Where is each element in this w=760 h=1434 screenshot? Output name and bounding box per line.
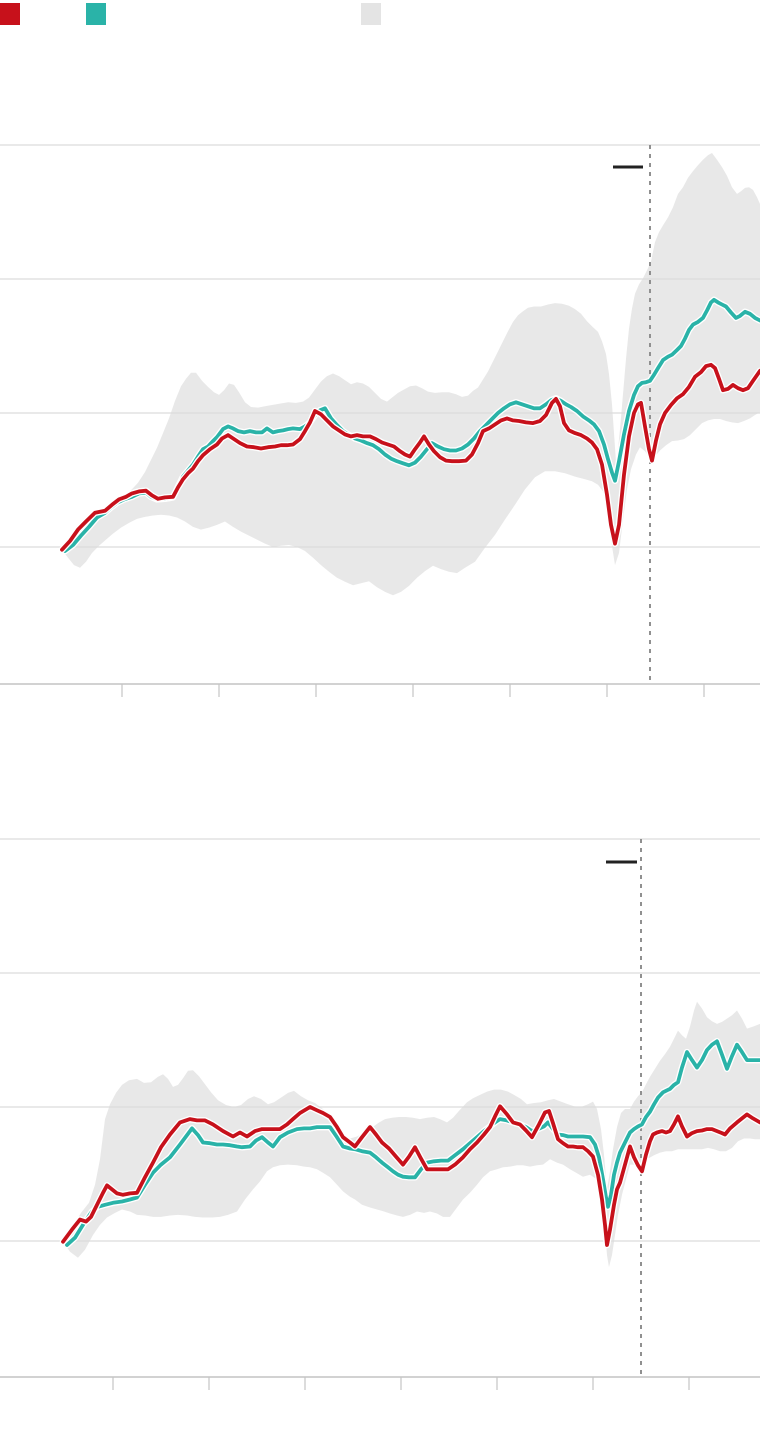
legend-swatch-red — [0, 3, 20, 25]
uncertainty-band — [63, 1001, 760, 1268]
red-line — [60, 362, 760, 552]
chart-top — [0, 130, 760, 714]
chart-top-canvas — [0, 144, 760, 697]
teal-line — [63, 297, 760, 553]
legend-swatch-band — [361, 3, 381, 25]
chart-bottom-canvas — [0, 838, 760, 1390]
legend-swatch-teal — [86, 3, 106, 25]
red-line — [61, 1104, 760, 1247]
chart-bottom — [0, 825, 760, 1409]
uncertainty-band — [62, 153, 760, 596]
teal-line — [65, 1039, 760, 1247]
chart-legend — [0, 0, 760, 30]
